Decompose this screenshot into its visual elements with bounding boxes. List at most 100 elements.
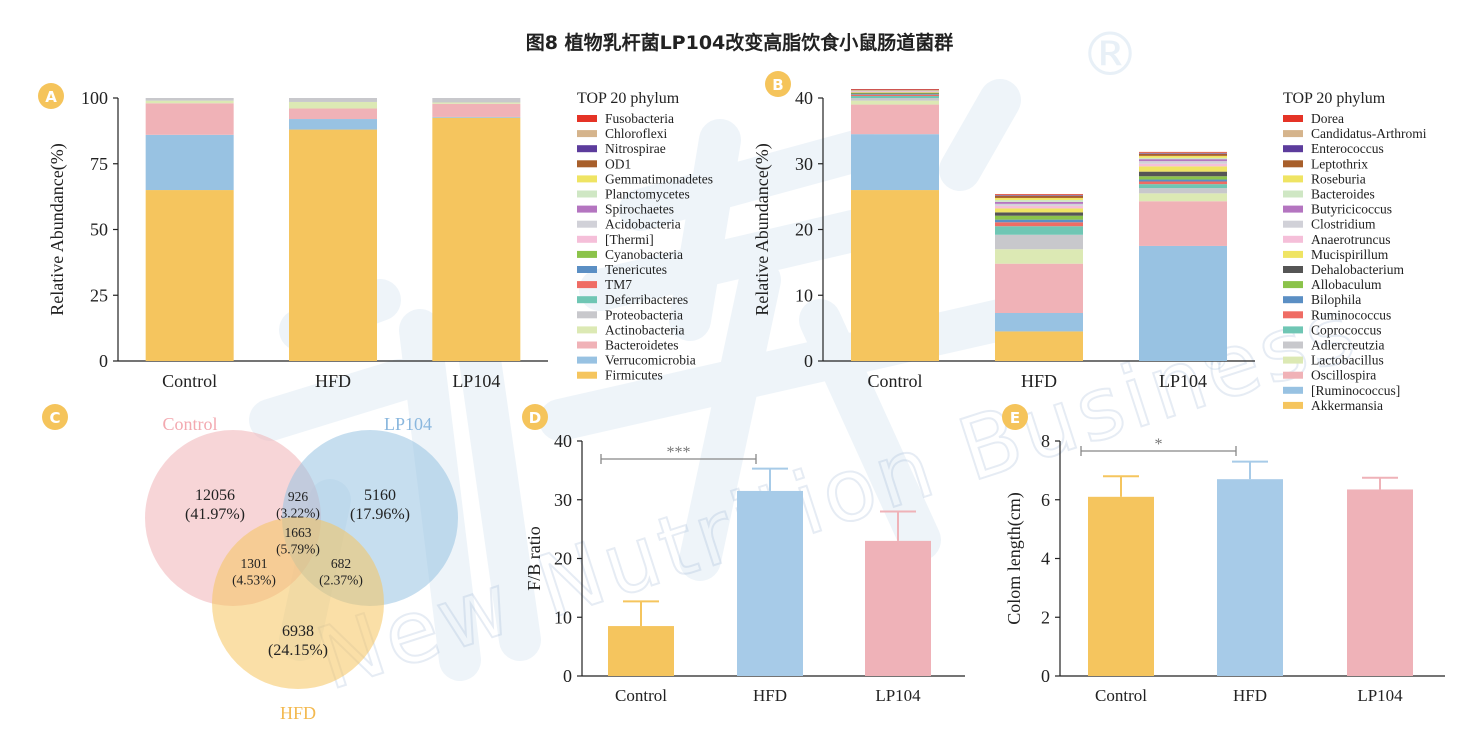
venn-set-label: Control <box>162 414 217 434</box>
y-tick-label: 2 <box>1041 607 1050 627</box>
stack-segment <box>145 190 234 361</box>
stack-segment <box>995 199 1083 202</box>
y-axis-label: Relative Abundance(%) <box>47 143 68 315</box>
y-tick-label: 0 <box>99 351 108 371</box>
y-axis-label: Relative Abundance(%) <box>752 143 773 315</box>
legend-label: Enterococcus <box>1311 141 1384 156</box>
legend-swatch <box>577 356 597 364</box>
stack-segment <box>1139 179 1227 182</box>
legend-swatch <box>1283 250 1303 258</box>
stack-segment <box>995 195 1083 196</box>
y-tick-label: 10 <box>795 285 813 305</box>
x-tick-label: LP104 <box>1159 371 1207 391</box>
stack-segment <box>432 117 521 361</box>
stack-segment <box>1139 245 1227 361</box>
panel-c-badge <box>42 404 68 430</box>
bar <box>1217 479 1283 676</box>
legend-label: Actinobacteria <box>605 322 684 337</box>
x-tick-label: Control <box>615 686 667 705</box>
stack-segment <box>995 197 1083 200</box>
legend-label: Chloroflexi <box>605 126 667 141</box>
legend-label: Leptothrix <box>1311 156 1368 171</box>
stack-segment <box>995 313 1083 332</box>
stack-segment <box>432 102 521 104</box>
legend-label: Bilophila <box>1311 292 1361 307</box>
legend-swatch <box>577 205 597 213</box>
legend-title: TOP 20 phylum <box>577 90 680 107</box>
legend-swatch <box>577 281 597 289</box>
y-tick-label: 6 <box>1041 490 1050 510</box>
venn-region-count: 682 <box>331 556 351 571</box>
legend-swatch <box>577 220 597 228</box>
legend-label: Adlercreutzia <box>1311 338 1384 353</box>
stack-segment <box>1139 153 1227 154</box>
panel-e-colon-length-chart: E 0 2 4 6 8 Colom length(cm) Control HFD LP104 * <box>1002 404 1445 705</box>
stack-segment <box>1139 176 1227 180</box>
legend-swatch <box>577 250 597 258</box>
venn-region-count: 6938 <box>282 623 314 640</box>
stack-segment <box>851 90 939 92</box>
significance-label: *** <box>667 444 691 461</box>
panel-d-badge <box>522 404 548 430</box>
stack-segment <box>851 94 939 97</box>
stack-segment <box>995 215 1083 220</box>
legend-swatch <box>1283 205 1303 213</box>
venn-region-percent: (2.37%) <box>319 573 363 588</box>
legend-label: Planctomycetes <box>605 187 690 202</box>
stack-segment <box>995 193 1083 195</box>
stack-segment <box>1139 153 1227 156</box>
venn-region-percent: (41.97%) <box>185 506 245 523</box>
stack-segment <box>851 90 939 92</box>
panel-b-stacked-genus-chart: B 0 10 20 30 40 Relative Abundance(%) Control H… <box>752 71 1427 413</box>
bar <box>608 626 674 676</box>
legend-swatch <box>577 341 597 349</box>
legend-swatch <box>1283 311 1303 319</box>
legend-label: TM7 <box>605 277 632 292</box>
legend-label: Coprococcus <box>1311 322 1381 337</box>
stack-segment <box>851 92 939 93</box>
y-tick-label: 0 <box>1041 666 1050 686</box>
legend-label: Bacteroidetes <box>605 338 678 353</box>
legend-label: Akkermansia <box>1311 398 1383 413</box>
stack-segment <box>851 98 939 101</box>
legend-label: Mucispirillum <box>1311 247 1389 262</box>
panel-d-fb-ratio-chart: D 0 10 20 30 40 F/B ratio Control HFD LP104 *** <box>522 404 965 705</box>
stack-segment <box>851 93 939 95</box>
legend-label: Tenericutes <box>605 262 667 277</box>
stack-segment <box>1139 157 1227 160</box>
legend-swatch <box>577 175 597 183</box>
stack-segment <box>432 98 521 103</box>
panel-c-venn-diagram: C Control LP104 HFD 12056 (41.97%) 926 (3.22%)… <box>42 404 458 723</box>
stack-segment <box>145 98 234 101</box>
venn-region-count: 1663 <box>285 525 312 540</box>
legend-swatch <box>1283 356 1303 364</box>
legend-label: Dehalobacterium <box>1311 262 1404 277</box>
stack-segment <box>995 208 1083 213</box>
stack-segment <box>1139 184 1227 189</box>
stack-segment <box>289 101 377 109</box>
legend-swatch <box>577 130 597 138</box>
legend-label: Lactobacillus <box>1311 353 1384 368</box>
stack-segment <box>1139 166 1227 172</box>
stack-segment <box>1139 161 1227 164</box>
y-axis-label: F/B ratio <box>524 526 544 591</box>
y-tick-label: 40 <box>795 88 813 108</box>
x-tick-label: HFD <box>753 686 787 705</box>
stack-segment <box>1139 152 1227 154</box>
legend-label: Deferribacteres <box>605 292 688 307</box>
panel-a-stacked-phylum-chart: A 0 25 50 75 100 Relative Abundance(%) Control… <box>38 83 713 391</box>
legend-label: Gemmatimonadetes <box>605 171 713 186</box>
stack-segment <box>145 100 234 104</box>
stack-segment <box>995 212 1083 216</box>
legend-swatch <box>1283 266 1303 273</box>
legend-label: Dorea <box>1311 111 1344 126</box>
stack-segment <box>995 219 1083 223</box>
legend-label: Nitrospirae <box>605 141 666 156</box>
x-tick-label: Control <box>867 371 922 391</box>
stack-segment <box>851 190 939 361</box>
stack-segment <box>1139 155 1227 158</box>
legend-label: Spirochaetes <box>605 202 674 217</box>
legend-swatch <box>577 326 597 334</box>
bar <box>1088 496 1154 676</box>
